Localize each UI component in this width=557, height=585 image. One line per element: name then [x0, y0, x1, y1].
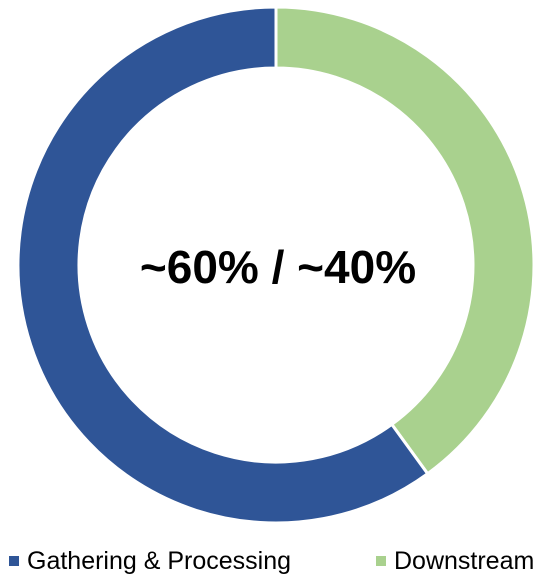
legend-label-downstream: Downstream — [394, 546, 535, 575]
slice-downstream — [274, 5, 536, 476]
legend-label-gathering-processing: Gathering & Processing — [27, 546, 292, 575]
legend-swatch-gathering-processing — [9, 556, 19, 566]
slice-gathering-processing — [16, 5, 430, 525]
legend-item-downstream: Downstream — [376, 541, 534, 581]
legend-item-gathering-processing: Gathering & Processing — [9, 541, 291, 581]
center-label: ~60% / ~40% — [140, 241, 416, 293]
legend-swatch-downstream — [376, 556, 386, 566]
legend: Gathering & Processing Downstream — [0, 541, 557, 581]
